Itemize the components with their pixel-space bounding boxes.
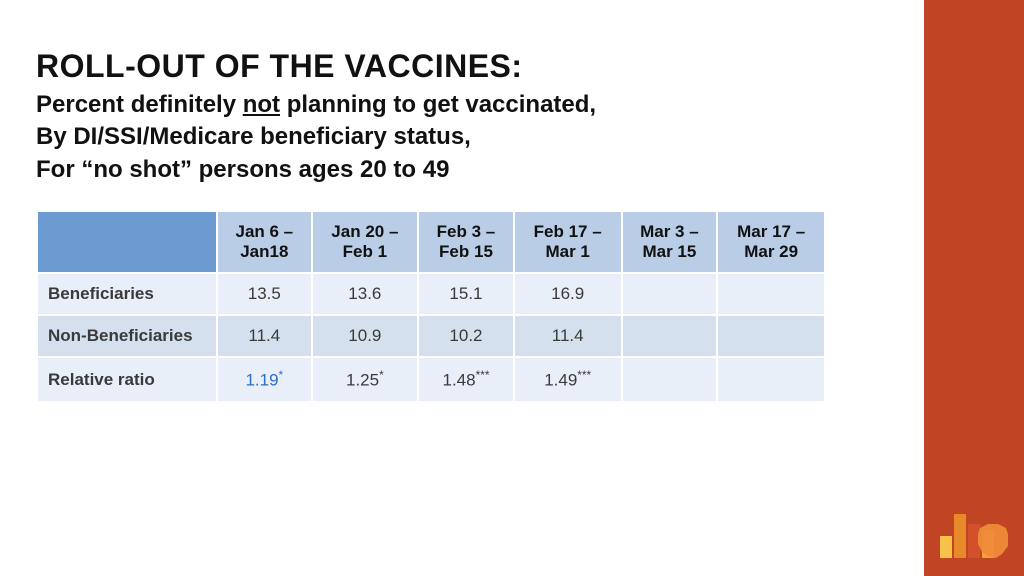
table-cell	[717, 273, 825, 315]
subtitle-text: planning to get vaccinated,	[280, 91, 596, 118]
table-corner	[37, 211, 217, 273]
table-body: Beneficiaries13.513.615.116.9Non-Benefic…	[37, 273, 825, 402]
subtitle-line-2: By DI/SSI/Medicare beneficiary status,	[36, 121, 884, 153]
table-cell: 10.9	[312, 315, 418, 357]
table-row: Beneficiaries13.513.615.116.9	[37, 273, 825, 315]
org-logo	[938, 504, 1010, 562]
subtitle-text: Percent definitely	[36, 91, 243, 118]
table-cell	[622, 315, 718, 357]
table-cell: 11.4	[514, 315, 622, 357]
table-cell: 15.1	[418, 273, 514, 315]
table-cell: 16.9	[514, 273, 622, 315]
table-row: Non-Beneficiaries11.410.910.211.4	[37, 315, 825, 357]
table-col-header: Mar 3 –Mar 15	[622, 211, 718, 273]
table-col-header: Mar 17 –Mar 29	[717, 211, 825, 273]
table-cell	[717, 315, 825, 357]
table-head: Jan 6 –Jan18Jan 20 –Feb 1Feb 3 –Feb 15Fe…	[37, 211, 825, 273]
table-cell: 13.5	[217, 273, 312, 315]
data-table: Jan 6 –Jan18Jan 20 –Feb 1Feb 3 –Feb 15Fe…	[36, 210, 826, 403]
accent-sidebar	[924, 0, 1024, 576]
table-cell	[622, 357, 718, 402]
subtitle-line-3: For “no shot” persons ages 20 to 49	[36, 154, 884, 186]
table-col-header: Feb 17 –Mar 1	[514, 211, 622, 273]
slide-title: ROLL-OUT OF THE VACCINES:	[36, 48, 884, 85]
row-label: Relative ratio	[37, 357, 217, 402]
table-col-header: Jan 6 –Jan18	[217, 211, 312, 273]
slide: ROLL-OUT OF THE VACCINES: Percent defini…	[0, 0, 1024, 576]
table-cell: 10.2	[418, 315, 514, 357]
table-col-header: Feb 3 –Feb 15	[418, 211, 514, 273]
table-cell: 11.4	[217, 315, 312, 357]
logo-svg	[938, 504, 1010, 562]
slide-subtitle: Percent definitely not planning to get v…	[36, 89, 884, 186]
table-col-header: Jan 20 –Feb 1	[312, 211, 418, 273]
table-header-row: Jan 6 –Jan18Jan 20 –Feb 1Feb 3 –Feb 15Fe…	[37, 211, 825, 273]
table-cell: 1.49***	[514, 357, 622, 402]
table-cell: 13.6	[312, 273, 418, 315]
table-cell: 1.19*	[217, 357, 312, 402]
table-cell	[717, 357, 825, 402]
table-cell: 1.48***	[418, 357, 514, 402]
data-table-wrap: Jan 6 –Jan18Jan 20 –Feb 1Feb 3 –Feb 15Fe…	[36, 210, 826, 403]
row-label: Beneficiaries	[37, 273, 217, 315]
subtitle-line-1: Percent definitely not planning to get v…	[36, 89, 884, 121]
table-row: Relative ratio1.19*1.25*1.48***1.49***	[37, 357, 825, 402]
subtitle-underlined: not	[243, 91, 280, 118]
content-area: ROLL-OUT OF THE VACCINES: Percent defini…	[36, 48, 884, 403]
table-cell: 1.25*	[312, 357, 418, 402]
row-label: Non-Beneficiaries	[37, 315, 217, 357]
table-cell	[622, 273, 718, 315]
